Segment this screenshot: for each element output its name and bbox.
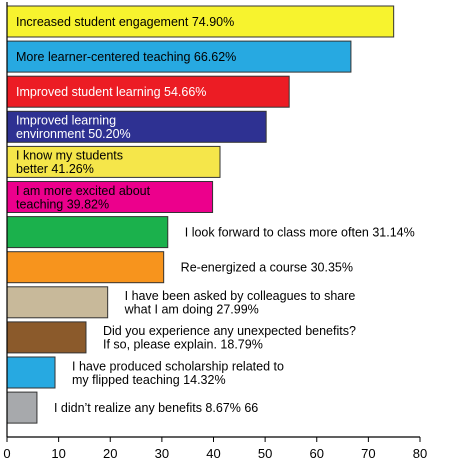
x-tick-label: 30 bbox=[155, 446, 169, 461]
bar-label: Increased student engagement 74.90% bbox=[16, 15, 234, 29]
bar-label: I know my students better 41.26% bbox=[16, 149, 123, 177]
x-tick-label: 60 bbox=[310, 446, 324, 461]
x-tick-label: 40 bbox=[206, 446, 220, 461]
x-tick-label: 20 bbox=[103, 446, 117, 461]
bar-label: Improved student learning 54.66% bbox=[16, 85, 206, 99]
bar-label: I have been asked by colleagues to share… bbox=[124, 289, 356, 317]
bar-label: Did you experience any unexpected benefi… bbox=[103, 324, 356, 352]
x-tick-label: 80 bbox=[413, 446, 427, 461]
bar bbox=[6, 40, 352, 73]
x-axis: 0 10 20 30 40 50 60 70 80 bbox=[3, 2, 427, 461]
bar bbox=[6, 321, 87, 354]
bar bbox=[6, 145, 221, 178]
bars-layer: Increased student engagement 74.90% More … bbox=[6, 5, 415, 424]
bar-label: I didn’t realize any benefits 8.67% 66 bbox=[54, 401, 258, 415]
x-tick-label: 50 bbox=[258, 446, 272, 461]
bar bbox=[6, 181, 214, 213]
bar bbox=[6, 286, 109, 319]
bar-label: More learner-centered teaching 66.62% bbox=[16, 50, 236, 64]
bar bbox=[6, 356, 56, 389]
bar-label: Improved learning environment 50.20% bbox=[16, 114, 131, 142]
x-tick-label: 70 bbox=[361, 446, 375, 461]
bar bbox=[6, 216, 169, 249]
bar bbox=[6, 75, 290, 108]
bar-label: I have produced scholarship related to my… bbox=[72, 359, 284, 387]
bar bbox=[6, 5, 395, 38]
bar bbox=[6, 391, 38, 424]
bar bbox=[6, 251, 165, 284]
bar-label: Re-energized a course 30.35% bbox=[181, 261, 353, 275]
x-tick-label: 10 bbox=[51, 446, 65, 461]
x-tick-label: 0 bbox=[3, 446, 10, 461]
bar bbox=[6, 110, 267, 143]
bar-label: I look forward to class more often 31.14… bbox=[185, 226, 415, 240]
bar-label: I am more excited about teaching 39.82% bbox=[16, 184, 151, 212]
